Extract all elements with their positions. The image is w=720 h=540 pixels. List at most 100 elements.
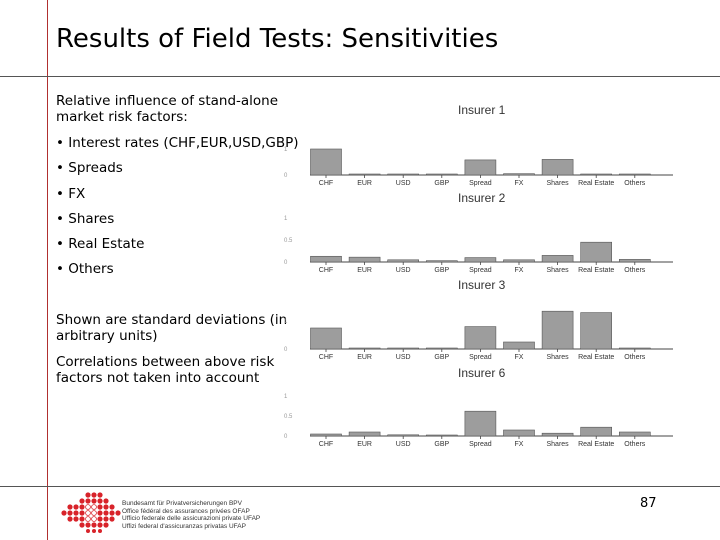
insurer-1-xlabel: GBP (434, 180, 449, 187)
insurer-3-bar-fx (503, 341, 535, 350)
insurer-6-bar-eur (348, 431, 381, 437)
insurer-3-xlabel: Spread (469, 354, 492, 361)
note-correlations-line-1: Correlations between above risk (56, 354, 275, 370)
insurer-3-xlabel: USD (396, 354, 411, 361)
insurer-2-xlabel: Real Estate (578, 267, 614, 274)
insurer-3-xlabel: FX (515, 354, 524, 361)
insurer-3-xlabel: Others (624, 354, 646, 361)
intro-text: Relative influence of stand-alone market… (56, 93, 278, 125)
insurer-6-xlabel: GBP (434, 441, 449, 448)
org-line-it: Ufficio federale delle assicurazioni pri… (122, 515, 261, 523)
insurer-3-ytick: 1 (284, 319, 288, 325)
insurer-2-xlabel: USD (396, 267, 411, 274)
insurer-3-bar-others (618, 347, 651, 350)
insurer-2-xlabel: FX (515, 267, 524, 274)
org-line-rm: Uffizi federal d'assicuranzas privatas U… (122, 522, 246, 530)
insurer-1-bar-chf (310, 148, 342, 176)
insurer-3-xlabel: GBP (434, 354, 449, 361)
insurer-6-xlabel: USD (396, 441, 411, 448)
title-divider (0, 76, 720, 77)
insurer-2-bar-usd (387, 259, 420, 263)
insurer-1-xlabel: Spread (469, 180, 492, 187)
insurer-3-xlabel: Real Estate (578, 354, 614, 361)
insurer-1-bar-others (618, 173, 651, 176)
insurer-6-xlabel: FX (515, 441, 524, 448)
insurer-1-xlabel: Shares (547, 180, 570, 187)
insurer-6-bar-usd (387, 434, 420, 437)
note-correlations: Correlations between above risk factors … (56, 354, 274, 386)
page-title: Results of Field Tests: Sensitivities (56, 24, 499, 54)
left-accent-line (47, 0, 48, 540)
insurer-3-ytick: 0 (284, 347, 288, 353)
insurer-1-bar-eur (348, 173, 381, 176)
insurer-1-bar-shares (541, 159, 574, 176)
insurer-2-xlabel: CHF (319, 267, 333, 274)
insurer-3-bar-real-estate (580, 312, 613, 350)
insurer-3-bar-usd (387, 347, 420, 350)
insurer-1-xlabel: USD (396, 180, 411, 187)
insurer-1-ytick: 0 (284, 173, 288, 179)
intro-line-1: Relative influence of stand-alone (56, 93, 279, 109)
insurer-6-xlabel: Spread (469, 441, 492, 448)
insurer-1-bar-gbp (425, 173, 458, 176)
insurer-1-bar-spread (464, 159, 497, 176)
insurer-1-bar-real-estate (580, 173, 613, 176)
insurer-6-bar-real-estate (580, 426, 613, 437)
insurer-2-bar-fx (503, 259, 535, 263)
note-correlations-line-2: factors not taken into account (56, 370, 260, 386)
insurer-6-ytick: 1 (284, 394, 288, 400)
bullet-real-estate: • Real Estate (56, 236, 145, 252)
insurer-1-xlabel: EUR (357, 180, 372, 187)
insurer-6-xlabel: EUR (357, 441, 372, 448)
bullet-fx: • FX (56, 186, 86, 202)
insurer-1-xlabel: CHF (319, 180, 333, 187)
insurer-6-xlabel: Shares (547, 441, 570, 448)
insurer-2-bar-shares (541, 255, 574, 263)
page-number: 87 (640, 496, 657, 511)
chart-title-insurer-1: Insurer 1 (458, 103, 506, 117)
note-std-dev-line-1: Shown are standard deviations (in (56, 312, 288, 328)
insurer-3-bar-eur (348, 347, 381, 350)
insurer-6-bar-chf (310, 433, 342, 437)
insurer-1-xlabel: Real Estate (578, 180, 614, 187)
note-std-dev: Shown are standard deviations (in arbitr… (56, 312, 287, 344)
insurer-2-ytick: 0 (284, 260, 288, 266)
insurer-2-bar-eur (348, 256, 381, 263)
chart-title-insurer-3: Insurer 3 (458, 278, 506, 292)
insurer-6-bar-others (618, 431, 651, 437)
note-std-dev-line-2: arbitrary units) (56, 328, 158, 344)
bullet-spreads: • Spreads (56, 160, 123, 176)
insurer-1-xlabel: Others (624, 180, 646, 187)
insurer-2-bar-real-estate (580, 241, 613, 263)
insurer-6-bar-fx (503, 429, 535, 437)
insurer-2-bar-gbp (425, 260, 458, 263)
insurer-2-ytick: 1 (284, 216, 288, 222)
insurer-1-bar-fx (503, 173, 535, 176)
insurer-6-ytick: 0.5 (284, 414, 293, 420)
insurer-2-bar-spread (464, 257, 497, 263)
insurer-3-xlabel: EUR (357, 354, 372, 361)
chart-title-insurer-2: Insurer 2 (458, 191, 506, 205)
insurer-3-xlabel: CHF (319, 354, 333, 361)
org-line-fr: Office fédéral des assurances privées OF… (122, 507, 250, 515)
insurer-1-ytick: 1 (284, 147, 288, 153)
bullet-interest-rates: • Interest rates (CHF,EUR,USD,GBP) (56, 135, 299, 151)
footer-divider (0, 486, 720, 487)
insurer-2-xlabel: EUR (357, 267, 372, 274)
insurer-6-xlabel: Real Estate (578, 441, 614, 448)
bpv-logo-icon (61, 492, 121, 533)
insurer-3-bar-spread (464, 326, 497, 350)
insurer-6-xlabel: CHF (319, 441, 333, 448)
insurer-1-xlabel: FX (515, 180, 524, 187)
insurer-2-ytick: 0.5 (284, 238, 293, 244)
insurer-2-xlabel: Others (624, 267, 646, 274)
insurer-1-bar-usd (387, 173, 420, 176)
insurer-6-ytick: 0 (284, 434, 288, 440)
bullet-shares: • Shares (56, 211, 115, 227)
org-line-de: Bundesamt für Privatversicherungen BPV (122, 500, 242, 507)
insurer-3-bar-shares (541, 310, 574, 350)
insurer-6-xlabel: Others (624, 441, 646, 448)
insurer-2-xlabel: GBP (434, 267, 449, 274)
bullet-others: • Others (56, 261, 114, 277)
